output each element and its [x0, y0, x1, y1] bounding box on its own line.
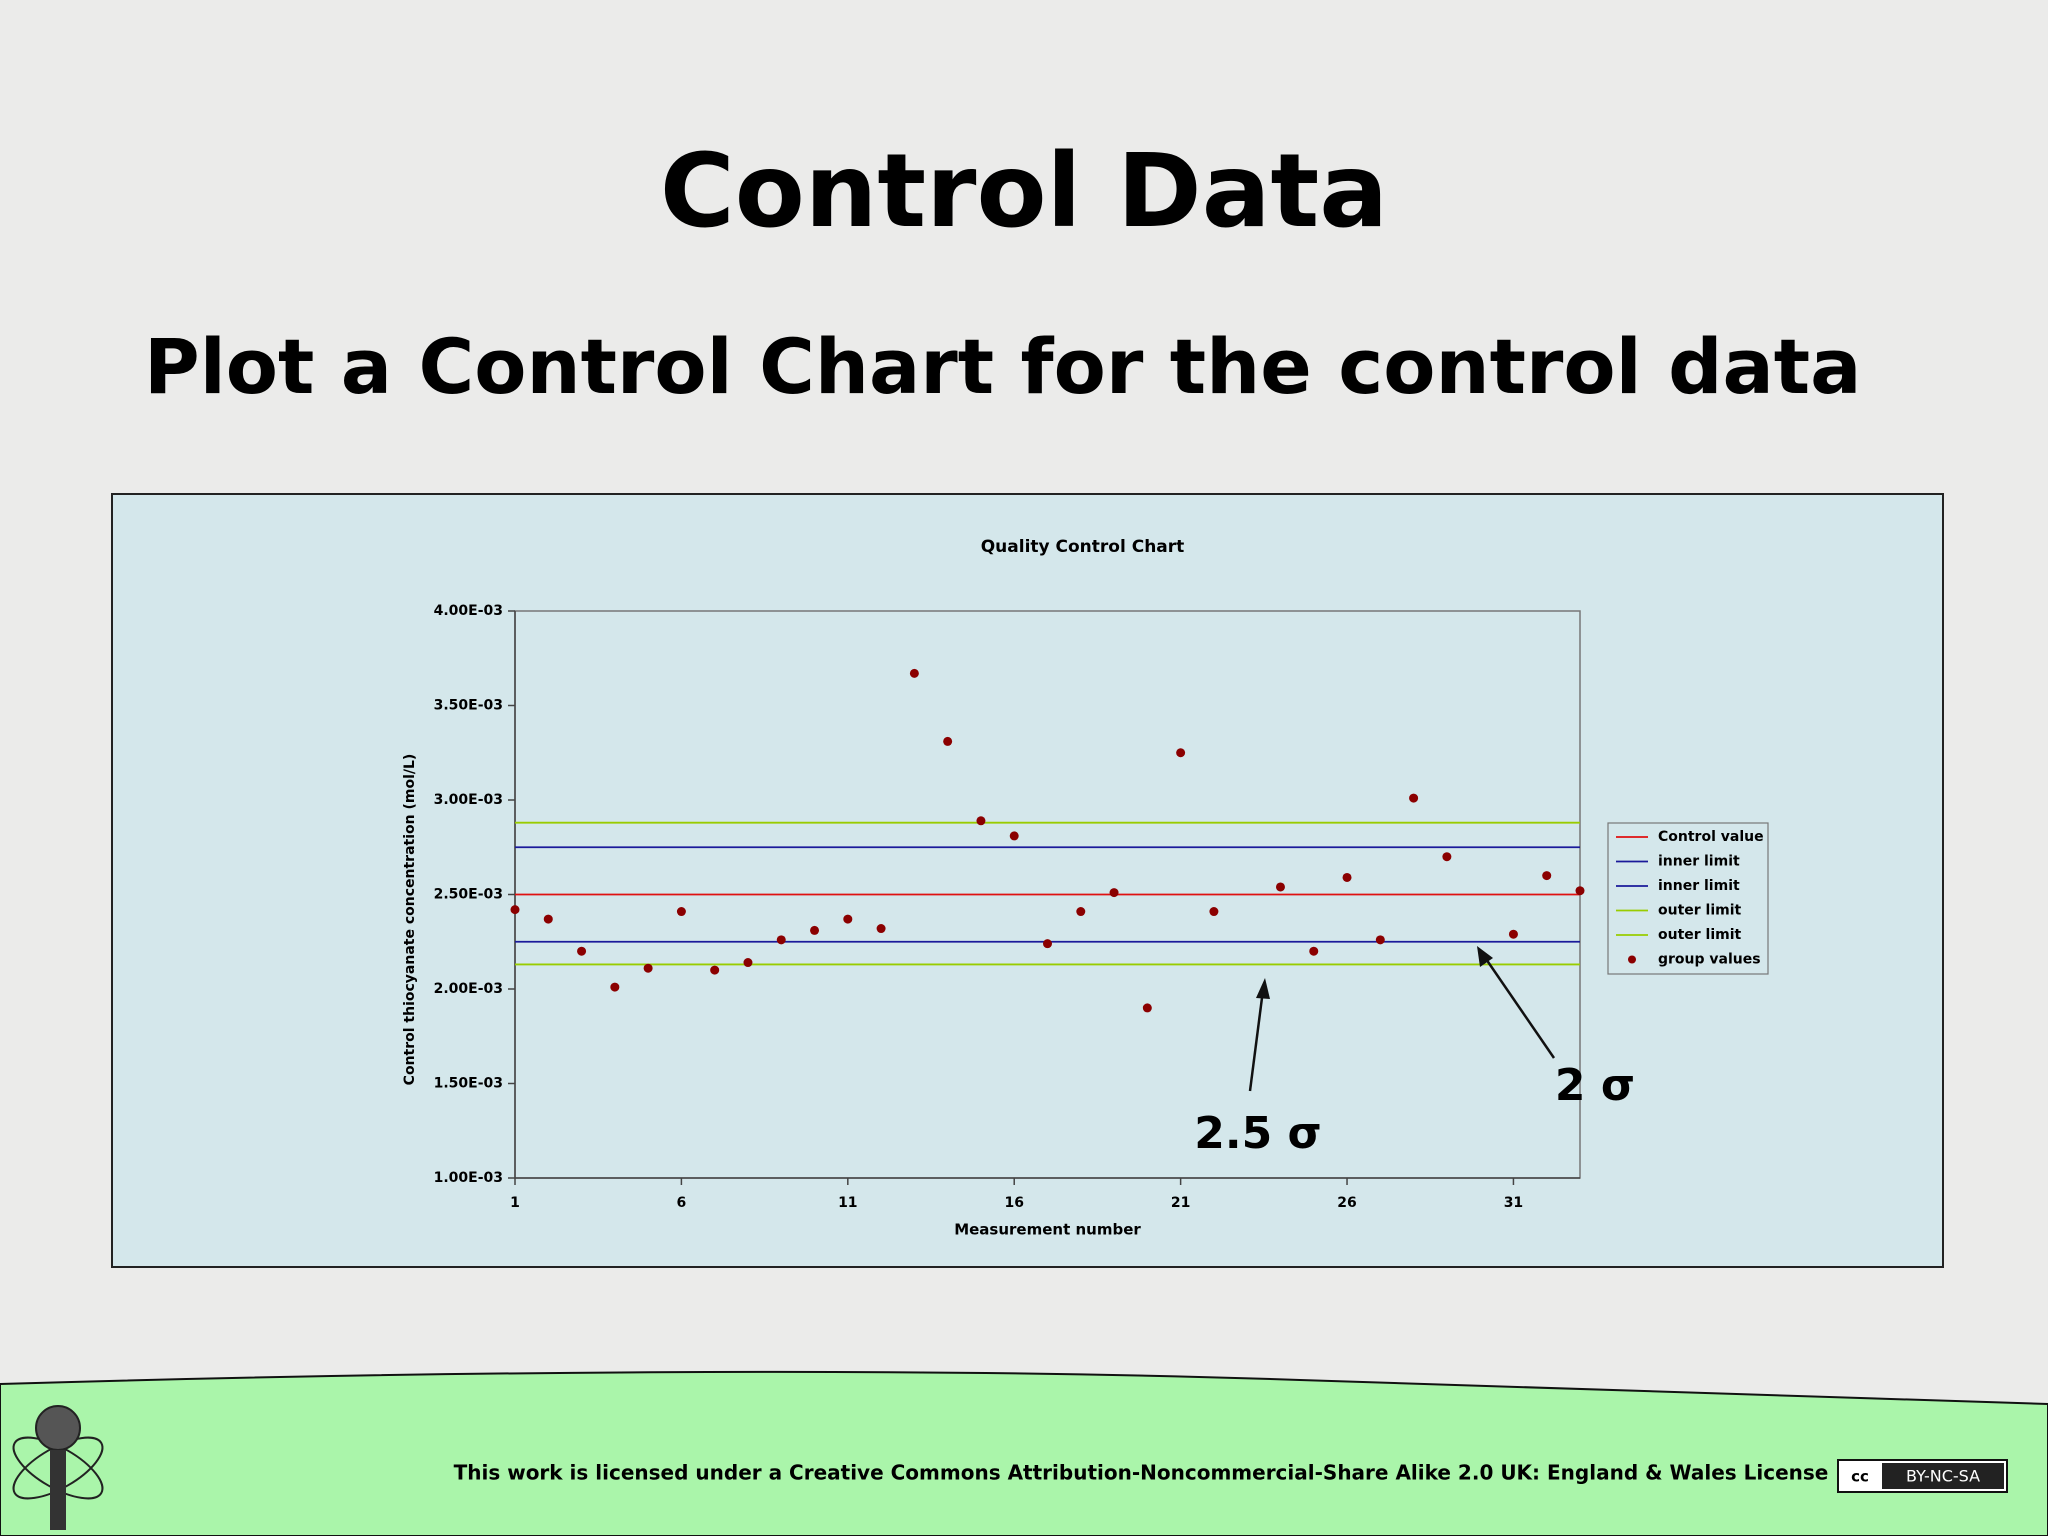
chart: Quality Control Chart Measurement number C… [402, 537, 1769, 1239]
x-tick-label: 1 [510, 1195, 520, 1211]
data-point [976, 816, 986, 826]
data-point [577, 946, 587, 956]
data-point [1142, 1003, 1152, 1013]
data-point [1508, 929, 1518, 939]
data-point [743, 958, 753, 968]
data-point [810, 925, 820, 935]
chart-title: Quality Control Chart [981, 537, 1185, 557]
data-point [776, 935, 786, 945]
data-point [1109, 888, 1119, 898]
data-point [1375, 935, 1385, 945]
data-point [710, 965, 720, 975]
x-tick-label: 16 [1004, 1195, 1023, 1211]
badge-text: BY-NC-SA [1906, 1467, 1980, 1486]
data-point [543, 914, 553, 924]
data-point [1309, 946, 1319, 956]
y-tick-label: 1.50E-03 [434, 1076, 503, 1092]
data-point [510, 905, 520, 915]
x-axis-label: Measurement number [954, 1221, 1141, 1239]
annotation: 2.5 σ [1194, 1108, 1322, 1159]
data-point [1342, 872, 1352, 882]
badge-dark [1882, 1463, 2004, 1489]
legend-label: outer limit [1658, 903, 1742, 919]
data-point [943, 736, 953, 746]
y-axis-label: Control thiocyanate concentration (mol/L… [402, 754, 418, 1086]
arrow [1248, 989, 1265, 1092]
y-tick-label: 3.00E-03 [434, 792, 503, 808]
annotation: 2 σ [1555, 1060, 1635, 1111]
slide-subtitle: Plot a Control Chart for the control dat… [144, 322, 1861, 411]
data-point [1176, 748, 1186, 758]
data-point [610, 982, 620, 992]
footer-band [0, 1370, 2048, 1536]
footer-text: This work is licensed under a Creative C… [454, 1461, 1829, 1485]
data-point [1209, 907, 1219, 917]
data-point [1442, 852, 1452, 862]
data-point [1575, 886, 1585, 896]
legend [1607, 822, 1769, 975]
legend-label: outer limit [1658, 927, 1742, 943]
data-point [1043, 939, 1052, 949]
arrow-head [1256, 978, 1270, 999]
x-tick-label: 26 [1337, 1195, 1356, 1211]
y-tick-label: 2.50E-03 [434, 887, 503, 903]
legend-symbol [1628, 955, 1636, 964]
x-tick-label: 31 [1504, 1195, 1523, 1211]
y-tick-label: 2.00E-03 [434, 981, 503, 997]
slide-title: Control Data [660, 132, 1388, 251]
legend-label: inner limit [1658, 854, 1740, 870]
y-tick-label: 1.00E-03 [434, 1170, 503, 1186]
x-tick-label: 11 [838, 1195, 857, 1211]
arrow-head [1477, 946, 1493, 967]
y-tick-label: 4.00E-03 [434, 603, 503, 619]
data-point [1076, 907, 1086, 917]
data-point [1542, 871, 1552, 881]
y-tick-label: 3.50E-03 [434, 698, 503, 714]
data-point [1009, 831, 1019, 841]
x-tick-label: 21 [1171, 1195, 1190, 1211]
x-tick-label: 6 [677, 1195, 687, 1211]
data-point [909, 668, 919, 678]
legend-label: inner limit [1658, 878, 1740, 894]
data-point [876, 924, 886, 934]
data-point [1409, 793, 1419, 803]
data-point [676, 907, 686, 917]
data-point [843, 914, 853, 924]
data-point [1275, 882, 1285, 892]
legend-label: group values [1658, 952, 1761, 968]
legend-label: Control value [1658, 829, 1764, 845]
data-point [643, 963, 653, 973]
badge-cc: cc [1851, 1468, 1869, 1486]
logo [12, 1405, 104, 1530]
arrow [1482, 955, 1556, 1059]
